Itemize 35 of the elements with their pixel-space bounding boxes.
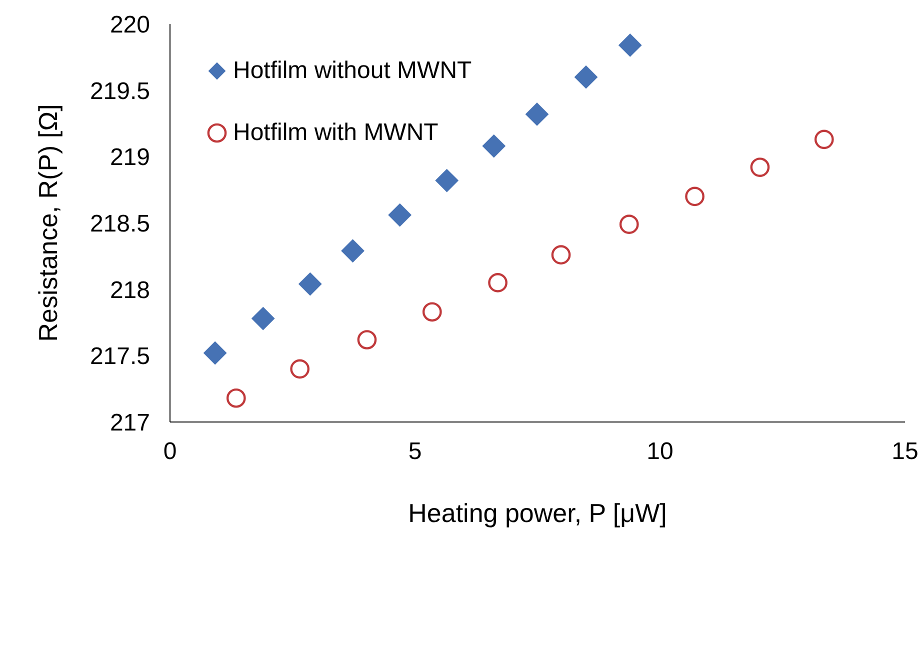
x-tick-label: 0 — [163, 438, 177, 466]
point — [422, 302, 442, 322]
point — [435, 169, 458, 192]
point — [814, 130, 834, 150]
legend-label: Hotfilm with MWNT — [233, 119, 438, 147]
point — [750, 158, 770, 177]
point — [488, 273, 508, 292]
y-axis-title: Resistance, R(P) [Ω] — [33, 104, 64, 342]
point — [226, 388, 246, 408]
y-tick-label: 220 — [110, 12, 150, 39]
point — [618, 34, 642, 57]
y-tick-label: 217.5 — [90, 343, 150, 370]
y-tick-label: 219.5 — [90, 78, 150, 105]
x-axis-title: Heating power, P [μW] — [408, 498, 667, 528]
x-tick-label: 10 — [646, 438, 674, 466]
point — [526, 102, 549, 126]
point — [619, 214, 639, 234]
point — [574, 66, 598, 89]
point — [290, 359, 310, 379]
point — [341, 239, 364, 262]
y-tick-label: 219 — [110, 144, 150, 172]
legend-label: Hotfilm without MWNT — [233, 57, 472, 85]
point — [204, 342, 227, 365]
point — [685, 186, 704, 206]
x-tick-label: 5 — [408, 438, 422, 466]
point — [482, 134, 506, 158]
point — [357, 330, 377, 350]
y-tick-label: 218.5 — [90, 210, 150, 238]
x-tick-label: 15 — [892, 438, 918, 466]
y-tick-label: 218 — [110, 276, 150, 304]
point — [551, 245, 571, 265]
point — [252, 307, 275, 330]
y-tick-label: 217 — [110, 410, 150, 437]
point — [298, 272, 322, 296]
point — [388, 204, 412, 227]
